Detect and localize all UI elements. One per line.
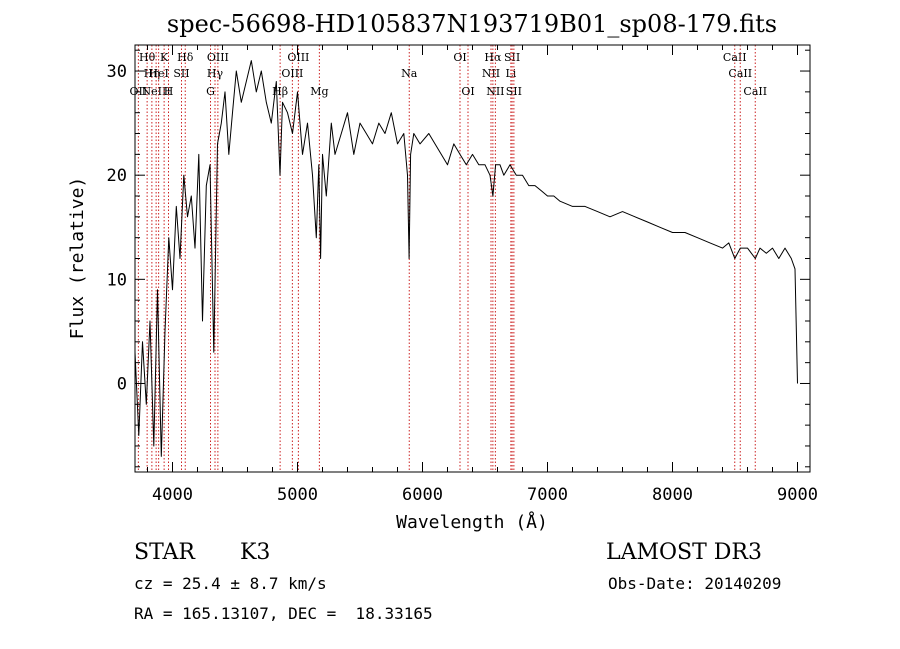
emission-label: OIII bbox=[287, 51, 309, 64]
emission-label: K bbox=[160, 51, 169, 64]
emission-label: G bbox=[206, 85, 215, 98]
x-tick-label: 4000 bbox=[152, 485, 193, 505]
emission-label: OIII bbox=[281, 67, 303, 80]
y-tick-label: 10 bbox=[107, 270, 127, 290]
object-class: STAR bbox=[134, 540, 195, 565]
emission-label: NeIII bbox=[142, 85, 171, 98]
emission-label: OI bbox=[453, 51, 466, 64]
emission-label: Hδ bbox=[177, 51, 194, 64]
axes: 4000 5000 6000 7000 8000 9000 0 10 20 30 bbox=[107, 44, 818, 505]
x-tick-label: 8000 bbox=[652, 485, 693, 505]
y-tick-label: 20 bbox=[107, 166, 127, 186]
emission-label: NII bbox=[482, 67, 500, 80]
observation-date: Obs-Date: 20140209 bbox=[608, 574, 782, 593]
redshift-velocity: cz = 25.4 ± 8.7 km/s bbox=[134, 574, 327, 593]
emission-label: Na bbox=[401, 67, 418, 80]
object-subclass: K3 bbox=[240, 540, 271, 565]
sky-coordinates: RA = 165.13107, DEC = 18.33165 bbox=[134, 604, 433, 623]
line-markers: OIIHθHηNeIIIHeIKHSIIHδGHγOIIIHβOIIIOIIIM… bbox=[130, 45, 767, 472]
x-tick-label: 5000 bbox=[277, 485, 318, 505]
emission-label: Hγ bbox=[207, 67, 224, 80]
emission-label: Hθ bbox=[139, 51, 156, 64]
emission-label: CaII bbox=[723, 51, 747, 64]
emission-label: HeI bbox=[148, 67, 168, 80]
emission-label: CaII bbox=[728, 67, 752, 80]
emission-label: NII bbox=[486, 85, 504, 98]
emission-label: Mg bbox=[310, 85, 328, 98]
emission-label: CaII bbox=[743, 85, 767, 98]
x-tick-label: 6000 bbox=[402, 485, 443, 505]
emission-label: SII bbox=[506, 85, 522, 98]
y-tick-label: 30 bbox=[107, 62, 127, 82]
chart-title: spec-56698-HD105837N193719B01_sp08-179.f… bbox=[167, 10, 777, 38]
emission-label: OIII bbox=[207, 51, 229, 64]
emission-label: SII bbox=[504, 51, 520, 64]
emission-label: OI bbox=[461, 85, 474, 98]
x-axis-label: Wavelength (Å) bbox=[396, 511, 548, 533]
x-tick-label: 7000 bbox=[527, 485, 568, 505]
y-tick-label: 0 bbox=[117, 374, 127, 394]
spectrum-line bbox=[134, 60, 798, 457]
emission-label: Hα bbox=[484, 51, 502, 64]
x-tick-label: 9000 bbox=[777, 485, 818, 505]
y-axis-label: Flux (relative) bbox=[67, 177, 88, 340]
emission-label: Li bbox=[505, 67, 516, 80]
emission-label: H bbox=[164, 85, 174, 98]
emission-label: SII bbox=[173, 67, 189, 80]
plot-frame bbox=[134, 44, 811, 473]
survey-name: LAMOST DR3 bbox=[606, 540, 762, 565]
